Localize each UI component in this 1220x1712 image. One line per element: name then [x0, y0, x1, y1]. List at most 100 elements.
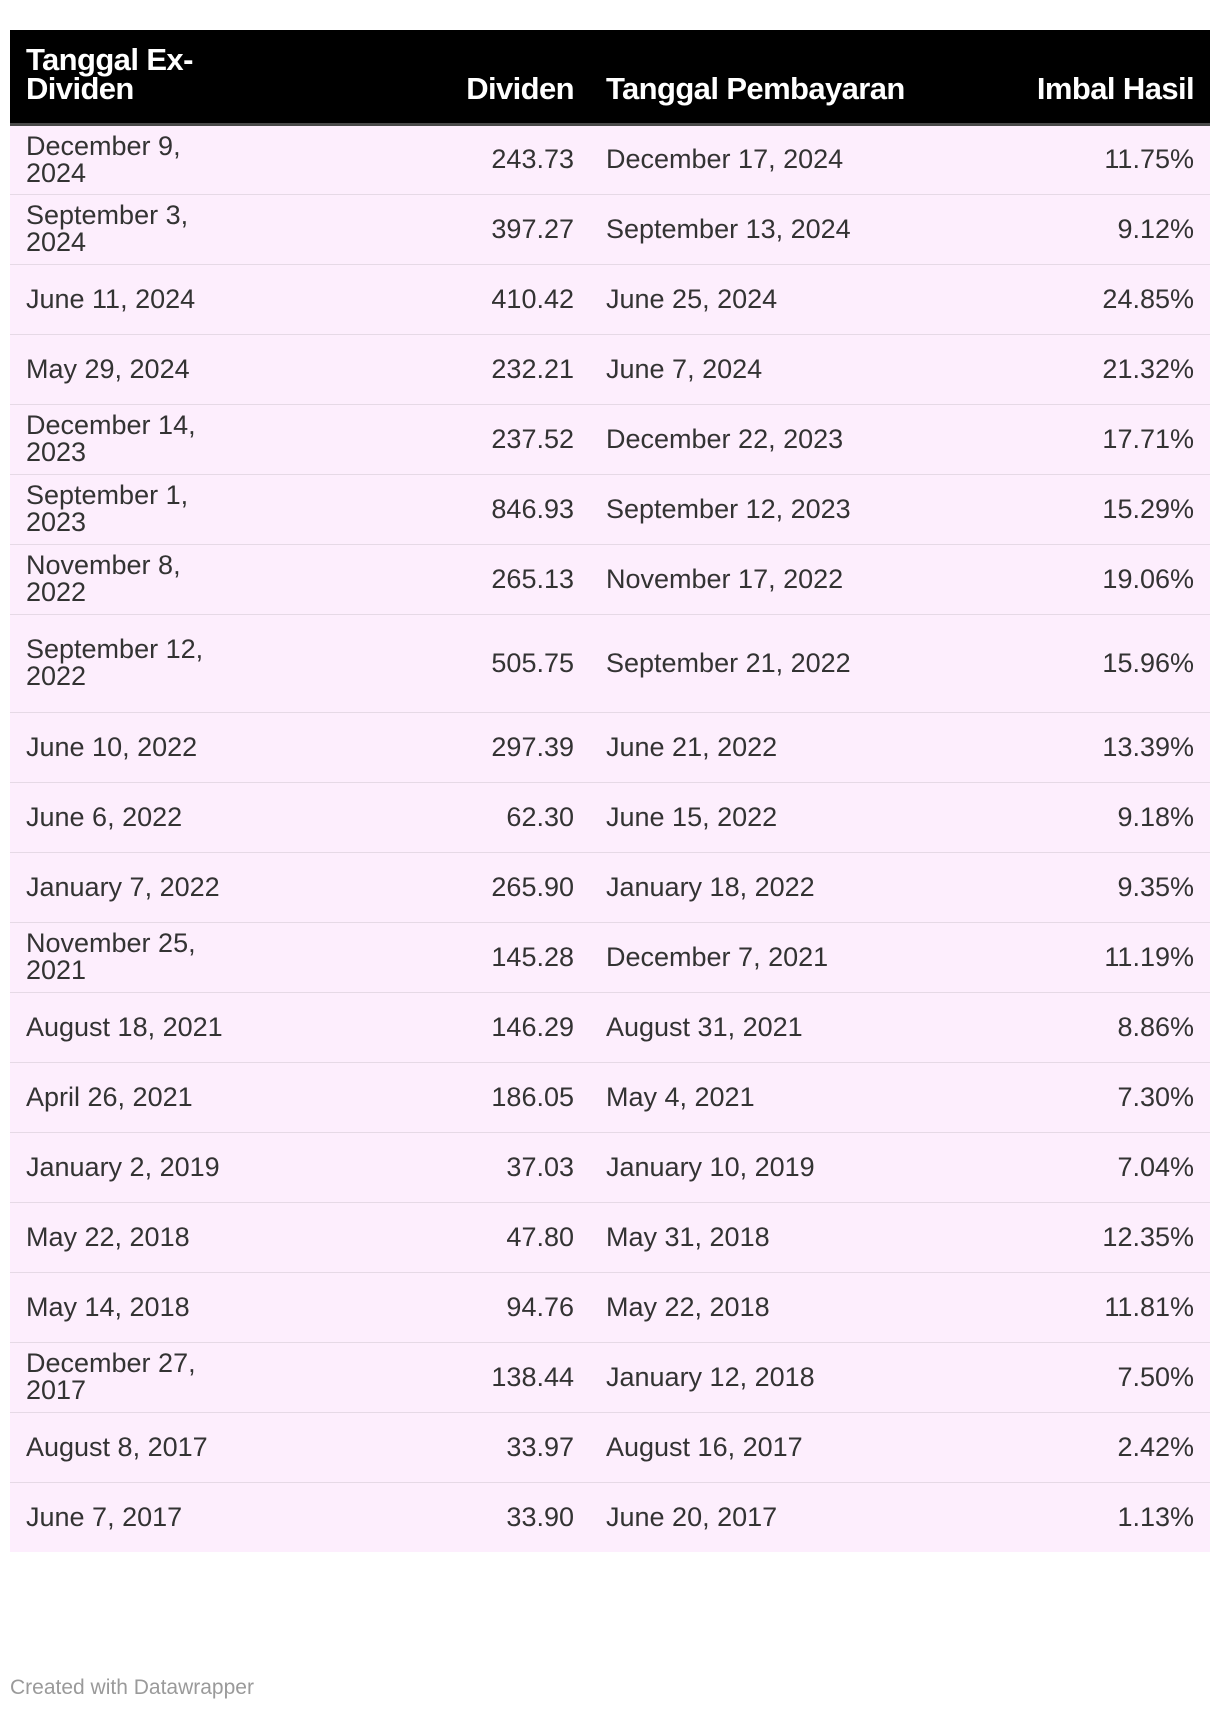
yield-cell: 15.96%: [940, 614, 1210, 713]
ex-dividend-date-cell: April 26, 2021: [10, 1062, 430, 1133]
header-yield[interactable]: Imbal Hasil: [1036, 70, 1195, 106]
payment-date-cell: November 17, 2022: [590, 544, 940, 615]
dividend-cell: 265.13: [430, 544, 590, 615]
yield-cell: 24.85%: [940, 264, 1210, 335]
yield-cell: 8.86%: [940, 992, 1210, 1063]
dividend-cell: 33.97: [430, 1412, 590, 1483]
table-row: September 3, 2024 397.27 September 13, 202…: [10, 194, 1210, 265]
dividend-cell: 146.29: [430, 992, 590, 1063]
payment-date-cell: May 22, 2018: [590, 1272, 940, 1343]
ex-dividend-date-text: May 22, 2018: [26, 1221, 190, 1252]
ex-dividend-date-text: November 25, 2021: [26, 928, 196, 985]
ex-dividend-date-cell: June 7, 2017: [10, 1482, 430, 1552]
ex-dividend-date-cell: August 8, 2017: [10, 1412, 430, 1483]
header-dividend[interactable]: Dividen: [466, 70, 574, 106]
dividend-cell: 237.52: [430, 404, 590, 475]
payment-date-cell: June 7, 2024: [590, 334, 940, 405]
ex-dividend-date-cell: January 2, 2019: [10, 1132, 430, 1203]
dividend-cell: 37.03: [430, 1132, 590, 1203]
payment-date-cell: January 10, 2019: [590, 1132, 940, 1203]
ex-dividend-date-cell: December 27, 2017: [10, 1342, 430, 1413]
table-row: December 14, 2023 237.52 December 22, 2023…: [10, 404, 1210, 475]
table-row: September 12, 2022 505.75 September 21, 20…: [10, 614, 1210, 713]
ex-dividend-date-cell: June 6, 2022: [10, 782, 430, 853]
yield-cell: 19.06%: [940, 544, 1210, 615]
yield-cell: 7.30%: [940, 1062, 1210, 1133]
payment-date-cell: September 21, 2022: [590, 614, 940, 713]
ex-dividend-date-cell: September 12, 2022: [10, 614, 430, 713]
dividend-cell: 397.27: [430, 194, 590, 265]
yield-cell: 9.35%: [940, 852, 1210, 923]
ex-dividend-date-cell: September 1, 2023: [10, 474, 430, 545]
payment-date-cell: June 25, 2024: [590, 264, 940, 335]
ex-dividend-date-text: September 3, 2024: [26, 200, 189, 257]
header-row: Tanggal Ex-Dividen Dividen Tanggal Pemba…: [10, 30, 1210, 124]
ex-dividend-date-text: November 8, 2022: [26, 550, 181, 607]
table-body: December 9, 2024 243.73 December 17, 2024 1…: [10, 124, 1210, 1552]
table-row: April 26, 2021 186.05 May 4, 2021 7.30%: [10, 1062, 1210, 1133]
payment-date-cell: September 13, 2024: [590, 194, 940, 265]
ex-dividend-date-text: September 12, 2022: [26, 634, 204, 691]
yield-cell: 11.81%: [940, 1272, 1210, 1343]
payment-date-cell: June 21, 2022: [590, 712, 940, 783]
payment-date-cell: December 7, 2021: [590, 922, 940, 993]
ex-dividend-date-cell: August 18, 2021: [10, 992, 430, 1063]
header-ex-dividend-date[interactable]: Tanggal Ex-Dividen: [26, 41, 193, 106]
ex-dividend-date-cell: May 22, 2018: [10, 1202, 430, 1273]
yield-cell: 11.75%: [940, 124, 1210, 195]
ex-dividend-date-cell: May 29, 2024: [10, 334, 430, 405]
ex-dividend-date-cell: December 14, 2023: [10, 404, 430, 475]
ex-dividend-date-text: December 9, 2024: [26, 130, 181, 188]
table-row: June 10, 2022 297.39 June 21, 2022 13.39%: [10, 712, 1210, 783]
ex-dividend-date-cell: June 10, 2022: [10, 712, 430, 783]
payment-date-cell: January 18, 2022: [590, 852, 940, 923]
ex-dividend-date-text: April 26, 2021: [26, 1081, 193, 1112]
dividend-cell: 232.21: [430, 334, 590, 405]
ex-dividend-date-text: December 27, 2017: [26, 1348, 196, 1405]
dividend-cell: 47.80: [430, 1202, 590, 1273]
table-row: January 2, 2019 37.03 January 10, 2019 7.04…: [10, 1132, 1210, 1203]
table-row: June 6, 2022 62.30 June 15, 2022 9.18%: [10, 782, 1210, 853]
ex-dividend-date-text: January 2, 2019: [26, 1151, 220, 1182]
ex-dividend-date-text: August 8, 2017: [26, 1431, 208, 1462]
yield-cell: 17.71%: [940, 404, 1210, 475]
dividend-cell: 505.75: [430, 614, 590, 713]
ex-dividend-date-cell: June 11, 2024: [10, 264, 430, 335]
payment-date-cell: December 17, 2024: [590, 124, 940, 195]
yield-cell: 21.32%: [940, 334, 1210, 405]
ex-dividend-date-text: September 1, 2023: [26, 480, 189, 537]
yield-cell: 9.12%: [940, 194, 1210, 265]
table-row: September 1, 2023 846.93 September 12, 202…: [10, 474, 1210, 545]
dividend-cell: 138.44: [430, 1342, 590, 1413]
ex-dividend-date-text: December 14, 2023: [26, 410, 196, 467]
yield-cell: 7.50%: [940, 1342, 1210, 1413]
dividend-cell: 62.30: [430, 782, 590, 853]
table-row: August 8, 2017 33.97 August 16, 2017 2.42%: [10, 1412, 1210, 1483]
ex-dividend-date-cell: December 9, 2024: [10, 124, 430, 195]
yield-cell: 9.18%: [940, 782, 1210, 853]
yield-cell: 13.39%: [940, 712, 1210, 783]
table-row: December 27, 2017 138.44 January 12, 2018 7…: [10, 1342, 1210, 1413]
table-row: January 7, 2022 265.90 January 18, 2022 9.3…: [10, 852, 1210, 923]
payment-date-cell: August 31, 2021: [590, 992, 940, 1063]
ex-dividend-date-text: August 18, 2021: [26, 1011, 223, 1042]
header-payment-date[interactable]: Tanggal Pembayaran: [606, 70, 905, 106]
footer-credit: Created with Datawrapper: [10, 1676, 254, 1699]
ex-dividend-date-text: June 7, 2017: [26, 1501, 183, 1532]
ex-dividend-date-text: May 29, 2024: [26, 353, 190, 384]
dividend-cell: 265.90: [430, 852, 590, 923]
table-row: June 11, 2024 410.42 June 25, 2024 24.85%: [10, 264, 1210, 335]
yield-cell: 7.04%: [940, 1132, 1210, 1203]
yield-cell: 2.42%: [940, 1412, 1210, 1483]
dividend-table-container: Tanggal Ex-Dividen Dividen Tanggal Pemba…: [10, 30, 1210, 1552]
dividend-table: Tanggal Ex-Dividen Dividen Tanggal Pemba…: [10, 30, 1210, 1552]
yield-cell: 11.19%: [940, 922, 1210, 993]
payment-date-cell: May 4, 2021: [590, 1062, 940, 1133]
dividend-cell: 410.42: [430, 264, 590, 335]
ex-dividend-date-text: January 7, 2022: [26, 871, 220, 902]
table-row: November 25, 2021 145.28 December 7, 2021 1…: [10, 922, 1210, 993]
payment-date-cell: August 16, 2017: [590, 1412, 940, 1483]
ex-dividend-date-cell: January 7, 2022: [10, 852, 430, 923]
table-row: August 18, 2021 146.29 August 31, 2021 8.86…: [10, 992, 1210, 1063]
table-header: Tanggal Ex-Dividen Dividen Tanggal Pemba…: [10, 30, 1210, 124]
